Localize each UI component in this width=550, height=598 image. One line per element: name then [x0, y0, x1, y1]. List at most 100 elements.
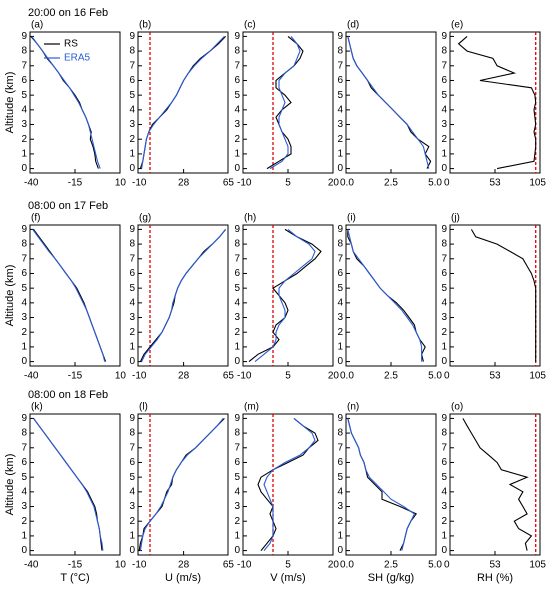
- panel-label: (i): [347, 213, 356, 224]
- y-tick-label: 6: [234, 268, 240, 279]
- y-tick-label: 9: [441, 413, 447, 424]
- y-tick-label: 7: [21, 60, 27, 71]
- y-tick-label: 1: [337, 149, 343, 160]
- y-tick-label: 7: [234, 60, 240, 71]
- profile-line: [138, 418, 225, 551]
- y-tick-label: 9: [21, 224, 27, 235]
- y-tick-label: 0: [129, 163, 135, 174]
- y-tick-label: 1: [234, 342, 240, 353]
- y-tick-label: 3: [337, 501, 343, 512]
- x-tick-label: -40: [24, 371, 39, 382]
- y-tick-label: 1: [129, 531, 135, 542]
- x-tick-label: 5.0: [428, 371, 442, 382]
- y-tick-label: 6: [21, 268, 27, 279]
- y-tick-label: 6: [129, 268, 135, 279]
- y-tick-label: 7: [234, 253, 240, 264]
- y-tick-label: 4: [441, 297, 447, 308]
- y-tick-label: 4: [337, 297, 343, 308]
- y-tick-label: 8: [129, 428, 135, 439]
- y-tick-label: 2: [234, 516, 240, 527]
- y-tick-label: 4: [337, 104, 343, 115]
- legend-label: ERA5: [64, 53, 91, 64]
- y-tick-label: 0: [441, 545, 447, 556]
- profile-line: [470, 229, 537, 362]
- profile-line: [139, 229, 227, 362]
- x-tick-label: 65: [223, 178, 235, 189]
- panel-label: (f): [31, 213, 40, 224]
- y-tick-label: 2: [129, 516, 135, 527]
- y-tick-label: 6: [21, 457, 27, 468]
- plot-frame: [29, 224, 121, 367]
- x-tick-label: 5.0: [428, 560, 442, 571]
- y-tick-label: 7: [441, 253, 447, 264]
- x-tick-label: 0: [444, 560, 450, 571]
- y-tick-label: 5: [441, 472, 447, 483]
- profile-line: [33, 229, 107, 362]
- y-tick-label: 9: [234, 31, 240, 42]
- y-tick-label: 5: [441, 283, 447, 294]
- x-tick-label: 105: [529, 371, 546, 382]
- y-tick-label: 0: [21, 545, 27, 556]
- y-axis-label: Altitude (km): [4, 454, 16, 516]
- y-tick-label: 9: [129, 224, 135, 235]
- y-tick-label: 2: [337, 327, 343, 338]
- y-tick-label: 1: [441, 149, 447, 160]
- profile-line: [33, 418, 104, 551]
- y-tick-label: 9: [129, 31, 135, 42]
- x-tick-label: 5.0: [428, 178, 442, 189]
- y-tick-label: 3: [21, 501, 27, 512]
- y-tick-label: 4: [234, 486, 240, 497]
- y-tick-label: 7: [129, 253, 135, 264]
- y-tick-label: 9: [129, 413, 135, 424]
- plot-frame: [29, 413, 121, 556]
- y-tick-label: 0: [234, 356, 240, 367]
- row-title: 20:00 on 16 Feb: [28, 7, 108, 19]
- profile-line: [254, 228, 316, 363]
- y-tick-label: 4: [337, 486, 343, 497]
- y-tick-label: 8: [337, 239, 343, 250]
- y-tick-label: 5: [129, 90, 135, 101]
- y-tick-label: 2: [337, 134, 343, 145]
- legend-label: RS: [64, 39, 78, 50]
- y-tick-label: 2: [234, 327, 240, 338]
- profile-line: [33, 418, 103, 551]
- y-tick-label: 3: [234, 501, 240, 512]
- y-tick-label: 2: [441, 327, 447, 338]
- profile-line: [257, 417, 319, 551]
- x-tick-label: -10: [237, 178, 252, 189]
- x-axis-label: V (m/s): [270, 572, 305, 584]
- y-tick-label: 4: [441, 104, 447, 115]
- x-tick-label: 53: [489, 560, 501, 571]
- x-tick-label: 5: [285, 178, 291, 189]
- panel-label: (e): [451, 20, 463, 31]
- y-tick-label: 0: [441, 163, 447, 174]
- x-tick-label: 20: [328, 371, 340, 382]
- y-tick-label: 0: [21, 163, 27, 174]
- y-tick-label: 3: [441, 119, 447, 130]
- panel-label: (a): [31, 20, 43, 31]
- y-tick-label: 1: [21, 531, 27, 542]
- y-tick-label: 2: [234, 134, 240, 145]
- row-title: 08:00 on 18 Feb: [28, 389, 108, 401]
- y-tick-label: 6: [441, 75, 447, 86]
- panel-label: (c): [244, 20, 256, 31]
- y-tick-label: 8: [337, 46, 343, 57]
- y-tick-label: 3: [129, 501, 135, 512]
- profile-line: [139, 418, 224, 551]
- x-tick-label: 0.0: [340, 178, 354, 189]
- y-tick-label: 7: [21, 442, 27, 453]
- y-tick-label: 8: [21, 46, 27, 57]
- y-tick-label: 0: [234, 545, 240, 556]
- y-axis-label: Altitude (km): [4, 265, 16, 327]
- y-tick-label: 7: [337, 442, 343, 453]
- y-tick-label: 2: [21, 327, 27, 338]
- profile-line: [139, 36, 226, 169]
- y-tick-label: 5: [234, 283, 240, 294]
- y-tick-label: 3: [129, 312, 135, 323]
- x-tick-label: 0.0: [340, 560, 354, 571]
- y-tick-label: 6: [441, 268, 447, 279]
- x-tick-label: -10: [132, 560, 147, 571]
- y-tick-label: 4: [21, 486, 27, 497]
- plot-frame: [137, 31, 229, 174]
